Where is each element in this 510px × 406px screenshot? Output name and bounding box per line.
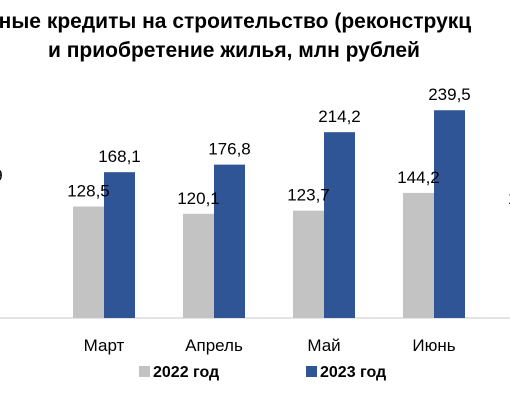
data-label-2023-1: 168,1 [98,147,141,166]
data-label-2022-5: 119,8 [508,189,510,208]
category-label-2: Апрель [185,336,243,355]
data-label-2023-4: 239,5 [428,85,471,104]
category-label-4: Июнь [412,336,455,355]
bar-2022-3 [293,210,324,318]
legend-label-0: 2022 год [153,364,219,381]
category-label-1: Март [84,336,125,355]
data-label-2022-3: 123,7 [287,186,330,205]
chart-title-line-2: и приобретение жилья, млн рублей [48,39,420,62]
data-label-2022-1: 128,5 [67,182,110,201]
bar-2023-1 [104,172,135,318]
data-label-2022-4: 144,2 [397,168,440,187]
legend-label-1: 2023 год [320,364,386,381]
bar-2023-4 [434,110,465,318]
data-label-2023-0: 9 [0,166,3,185]
bar-2022-2 [183,213,214,318]
bar-2022-4 [403,192,434,318]
data-label-2023-3: 214,2 [318,107,361,126]
legend-swatch-0 [139,366,150,377]
chart-title-line-1: нные кредиты на строительство (реконстру… [0,10,472,33]
data-label-2022-2: 120,1 [177,189,220,208]
bar-2022-1 [73,206,104,318]
legend: 2022 год 2023 год [139,364,386,381]
data-label-2023-2: 176,8 [208,140,251,159]
legend-swatch-1 [306,366,317,377]
bar-2023-2 [214,164,245,318]
bar-2023-3 [324,132,355,318]
category-label-3: Май [307,336,340,355]
